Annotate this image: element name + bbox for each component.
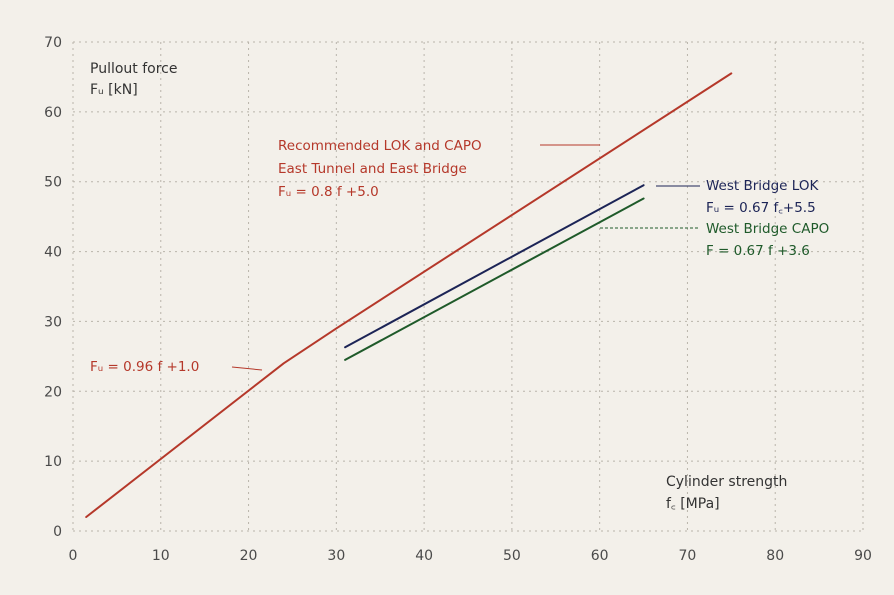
y-tick-labels: 0 10 20 30 40 50 60 70 xyxy=(44,35,62,540)
x-tick-label-6: 60 xyxy=(591,548,609,564)
y-tick-label-4: 40 xyxy=(44,245,62,261)
x-tick-label-1: 10 xyxy=(152,548,170,564)
x-tick-label-5: 50 xyxy=(503,548,521,564)
annotation-red-upper-line2: East Tunnel and East Bridge xyxy=(278,161,467,177)
y-axis-title-line2: Fᵤ [kN] xyxy=(90,82,138,98)
x-tick-label-7: 70 xyxy=(679,548,697,564)
y-tick-label-0: 0 xyxy=(53,524,62,540)
annotation-red-upper-line3: Fᵤ = 0.8 f +5.0 xyxy=(278,184,379,200)
x-tick-label-2: 20 xyxy=(240,548,258,564)
y-tick-label-5: 50 xyxy=(44,175,62,191)
series-lines xyxy=(85,72,733,518)
y-tick-label-2: 20 xyxy=(44,384,62,400)
y-axis-title-line1: Pullout force xyxy=(90,61,177,77)
series-line-1 xyxy=(344,184,645,349)
y-tick-label-1: 10 xyxy=(44,454,62,470)
annotation-red-upper-line1: Recommended LOK and CAPO xyxy=(278,138,482,154)
x-tick-labels: 0 10 20 30 40 50 60 70 80 90 xyxy=(69,548,872,564)
annotation-capo-line2: F = 0.67 f +3.6 xyxy=(706,243,810,259)
x-tick-label-4: 40 xyxy=(415,548,433,564)
y-tick-label-3: 30 xyxy=(44,314,62,330)
annotation-lok-line2: Fᵤ = 0.67 f꜀+5.5 xyxy=(706,200,816,216)
x-axis-title-line1: Cylinder strength xyxy=(666,474,787,490)
x-tick-label-9: 90 xyxy=(854,548,872,564)
x-axis-title-line2: f꜀ [MPa] xyxy=(666,496,720,512)
x-tick-label-0: 0 xyxy=(69,548,78,564)
x-tick-label-8: 80 xyxy=(766,548,784,564)
y-tick-label-7: 70 xyxy=(44,35,62,51)
series-line-2 xyxy=(344,197,645,361)
series-line-0 xyxy=(85,72,733,518)
x-tick-label-3: 30 xyxy=(327,548,345,564)
annotation-red-lower: Fᵤ = 0.96 f +1.0 xyxy=(90,359,199,375)
annotation-lok-line1: West Bridge LOK xyxy=(706,178,819,194)
y-tick-label-6: 60 xyxy=(44,105,62,121)
leader-red-lower xyxy=(231,366,263,371)
annotation-capo-line1: West Bridge CAPO xyxy=(706,221,829,237)
